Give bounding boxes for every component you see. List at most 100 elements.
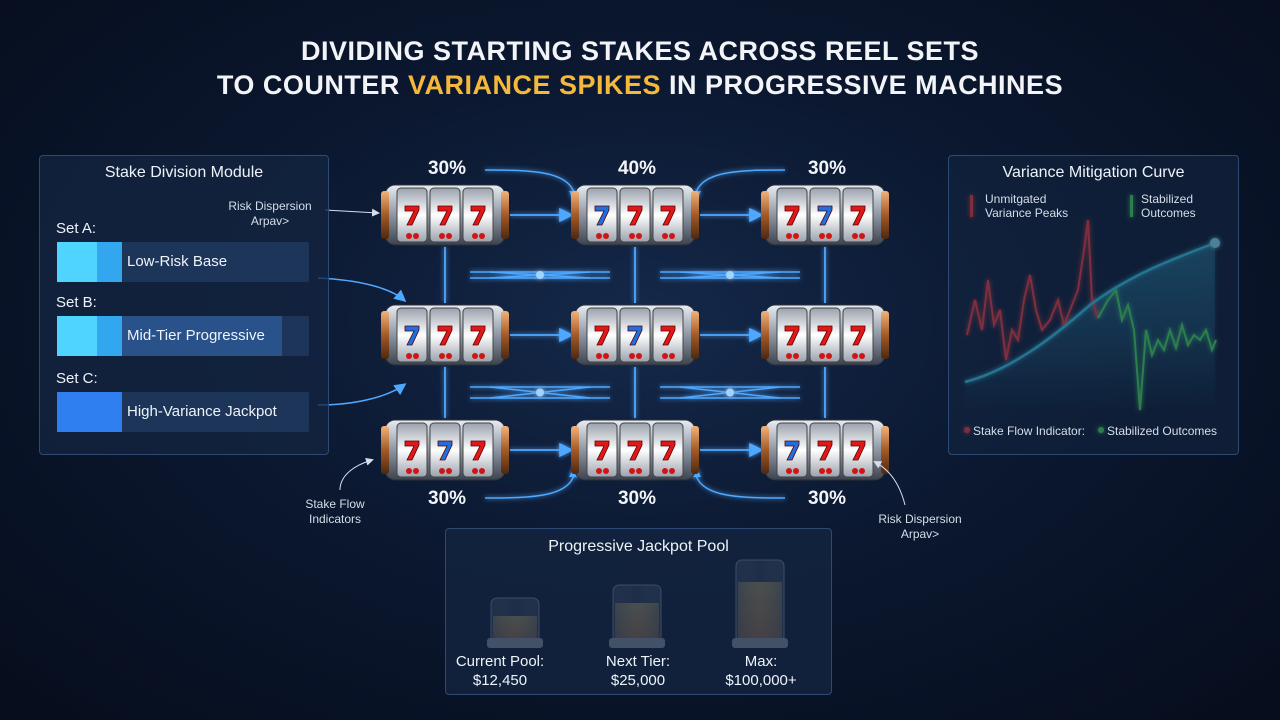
title-start: TO COUNTER <box>216 70 400 100</box>
cherry <box>819 233 825 239</box>
title-line2: TO COUNTER VARIANCE SPIKES IN PROGRESSIV… <box>0 70 1280 101</box>
slot-reel <box>761 304 889 366</box>
slot-reel <box>381 184 509 246</box>
seven-symbol <box>404 440 420 461</box>
reel-grid <box>381 184 889 481</box>
seven-symbol <box>437 205 453 226</box>
seven-symbol <box>594 325 610 346</box>
tier: Next Tier: $25,000 <box>568 652 708 690</box>
cherry <box>662 468 668 474</box>
seven-symbol <box>627 205 643 226</box>
cherry <box>852 468 858 474</box>
cherry <box>413 468 419 474</box>
seven-symbol <box>660 325 676 346</box>
cherry <box>859 353 865 359</box>
cherry <box>636 468 642 474</box>
reel-cap <box>501 426 509 474</box>
title-line1: DIVIDING STARTING STAKES ACROSS REEL SET… <box>300 36 980 66</box>
note-line: Indicators <box>308 512 362 526</box>
cherry <box>786 468 792 474</box>
stake-module-panel: Stake Division Module Set A: Low-Risk Ba… <box>39 155 329 455</box>
curve-link <box>689 465 786 499</box>
reel-cap <box>381 311 389 359</box>
seven-symbol <box>784 440 800 461</box>
node <box>536 271 544 279</box>
cherry <box>793 468 799 474</box>
bar-fill <box>57 392 122 432</box>
cherry <box>819 353 825 359</box>
cherry <box>406 468 412 474</box>
seven-symbol <box>627 440 643 461</box>
cherry <box>472 233 478 239</box>
arrow-set-c <box>317 383 407 406</box>
reel-cap <box>381 426 389 474</box>
title-highlight: VARIANCE SPIKES <box>407 70 661 100</box>
cherry <box>603 353 609 359</box>
footer-green-label: Stabilized Outcomes <box>1107 424 1218 438</box>
slot-reel <box>571 304 699 366</box>
seven-symbol <box>817 440 833 461</box>
tier-label: Next Tier: <box>605 653 671 670</box>
note-arrow-right <box>873 461 906 506</box>
cherry <box>596 468 602 474</box>
seven-symbol <box>404 205 420 226</box>
cherry <box>413 353 419 359</box>
slot-reel <box>761 419 889 481</box>
seven-symbol <box>437 440 453 461</box>
cherry <box>439 233 445 239</box>
cherry <box>852 353 858 359</box>
cherry <box>669 233 675 239</box>
cherry <box>793 353 799 359</box>
note-line: Arpav> <box>900 527 940 541</box>
legend-line: Unmitgated <box>985 192 1047 206</box>
note-arrow-left <box>339 457 374 491</box>
set-bar: Low-Risk Base <box>57 242 309 282</box>
cherry <box>669 468 675 474</box>
reel-cap <box>761 311 769 359</box>
cherry <box>472 353 478 359</box>
cherry <box>819 468 825 474</box>
bar-fill <box>97 242 122 282</box>
reel-cap <box>881 426 889 474</box>
legend-line: Variance Peaks <box>985 206 1069 220</box>
node <box>726 388 734 397</box>
seven-symbol <box>404 325 420 346</box>
reel-cap <box>571 191 579 239</box>
cherry <box>826 353 832 359</box>
cherry <box>786 233 792 239</box>
set-name: Mid-Tier Progressive <box>127 327 265 344</box>
tier-amount: $12,450 <box>472 672 528 689</box>
bar-fill <box>57 242 97 282</box>
slot-reel <box>571 184 699 246</box>
set-name: Low-Risk Base <box>127 253 228 270</box>
cherry <box>479 233 485 239</box>
cherry <box>446 353 452 359</box>
slot-reel <box>571 419 699 481</box>
panel-title: Variance Mitigation Curve <box>1002 164 1185 181</box>
tier-amount: $100,000+ <box>725 672 797 689</box>
note-line: Risk Dispersion <box>228 199 312 213</box>
footer-red-label: Stake Flow Indicator: <box>973 424 1086 438</box>
cherry <box>786 353 792 359</box>
jackpot-panel: Progressive Jackpot Pool Current Pool: $… <box>445 528 832 695</box>
cherry <box>859 468 865 474</box>
curve-link <box>484 465 581 499</box>
set-label: Set C: <box>56 370 98 387</box>
note-line: Stake Flow <box>305 497 365 511</box>
bar-fill <box>122 316 282 356</box>
cherry <box>859 233 865 239</box>
cherry <box>629 353 635 359</box>
cherry <box>596 233 602 239</box>
share-bottom: 30% <box>807 488 847 509</box>
slot-reel <box>381 304 509 366</box>
reel-cap <box>691 191 699 239</box>
reel-cap <box>501 311 509 359</box>
reel-cap <box>881 191 889 239</box>
tier-amount: $25,000 <box>610 672 666 689</box>
legend-line: Outcomes <box>1141 206 1196 220</box>
seven-symbol <box>850 205 866 226</box>
share-top: 30% <box>807 158 847 179</box>
node <box>726 271 734 279</box>
